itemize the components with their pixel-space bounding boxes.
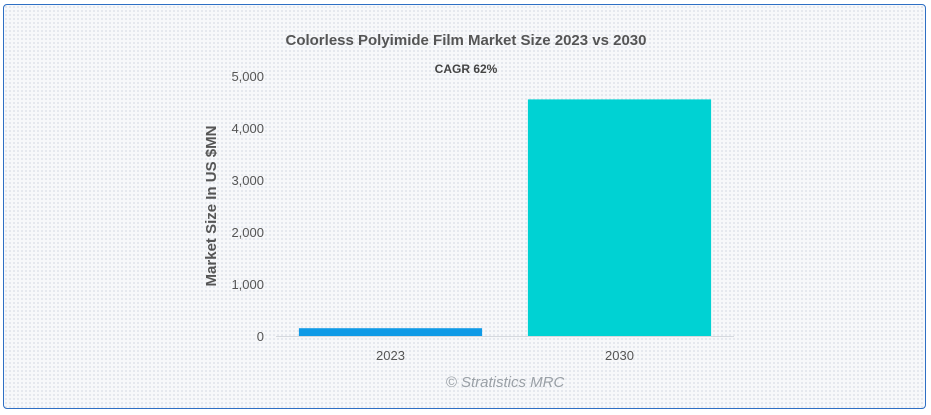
x-axis-ticks: 2023 2030: [376, 348, 634, 363]
y-tick-label: 2,000: [231, 225, 264, 240]
bar-2023: [298, 328, 483, 336]
y-tick-label: 5,000: [231, 69, 264, 84]
x-tick-label: 2030: [605, 348, 634, 363]
y-axis-label: Market Size In US $MN: [203, 126, 220, 287]
credit-text: © Stratistics MRC: [446, 374, 565, 391]
bar-2030: [527, 99, 712, 337]
chart-title: Colorless Polyimide Film Market Size 202…: [285, 32, 646, 49]
y-tick-label: 0: [257, 329, 264, 344]
y-tick-label: 1,000: [231, 277, 264, 292]
y-axis-ticks: 0 1,000 2,000 3,000 4,000 5,000: [231, 69, 264, 344]
bars: [298, 99, 712, 337]
y-tick-label: 4,000: [231, 121, 264, 136]
x-tick-label: 2023: [376, 348, 405, 363]
chart-subtitle: CAGR 62%: [435, 62, 498, 76]
chart-frame: [3, 4, 926, 409]
y-tick-label: 3,000: [231, 173, 264, 188]
